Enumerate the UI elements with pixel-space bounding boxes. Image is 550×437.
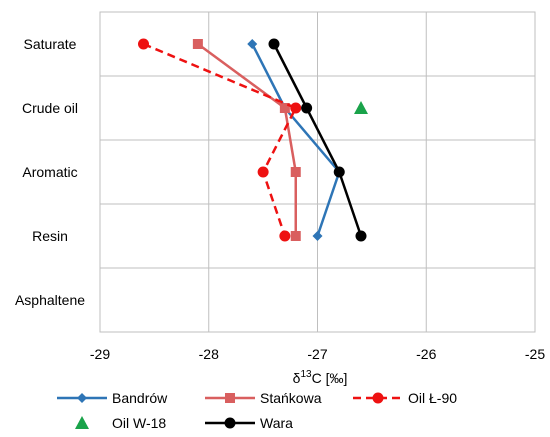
data-point xyxy=(279,103,290,113)
legend-label: Oil W-18 xyxy=(112,415,166,431)
data-point xyxy=(268,38,280,50)
legend-label: Bandrów xyxy=(112,390,168,406)
category-labels: Saturate Crude oil Aromatic Resin Asphaltene xyxy=(15,36,85,308)
data-point xyxy=(312,231,323,241)
legend-label: Stańkowa xyxy=(260,390,322,406)
series-line xyxy=(251,43,341,237)
series-wara xyxy=(268,38,367,242)
series-oil-90 xyxy=(138,38,302,242)
series-layer xyxy=(138,38,368,242)
legend-marker xyxy=(372,392,384,404)
x-tick-label: -25 xyxy=(525,346,545,362)
data-point xyxy=(290,102,302,114)
data-point xyxy=(290,167,301,177)
series-line xyxy=(272,43,363,237)
legend-marker xyxy=(77,393,87,403)
data-point xyxy=(290,231,301,241)
x-tick-labels: -29 -28 -27 -26 -25 xyxy=(90,346,545,362)
grid-lines xyxy=(99,11,536,333)
legend-label: Wara xyxy=(260,415,293,431)
category-label: Asphaltene xyxy=(15,292,85,308)
series-line xyxy=(197,42,297,236)
legend-marker xyxy=(224,417,236,429)
legend-marker xyxy=(75,416,89,429)
x-tick-label: -27 xyxy=(307,346,327,362)
data-point xyxy=(279,230,291,242)
data-point xyxy=(301,102,313,114)
x-tick-label: -28 xyxy=(199,346,219,362)
data-point xyxy=(257,166,269,178)
data-point xyxy=(138,38,149,50)
legend-item: Oil W-18 xyxy=(75,415,166,431)
legend: Bandrów Stańkowa Oil Ł-90 Oil W-18 Wara xyxy=(57,390,457,431)
series-oil-w-18 xyxy=(354,101,368,114)
legend-item: Wara xyxy=(205,415,293,431)
legend-label: Oil Ł-90 xyxy=(408,390,457,406)
legend-item: Oil Ł-90 xyxy=(353,390,457,406)
data-point xyxy=(333,166,345,178)
category-label: Aromatic xyxy=(22,164,77,180)
data-point xyxy=(354,101,368,114)
series-line xyxy=(143,42,297,237)
data-point xyxy=(247,39,258,49)
legend-marker xyxy=(225,393,235,403)
category-label: Saturate xyxy=(24,36,77,52)
data-point xyxy=(192,39,203,49)
series-sta-kowa xyxy=(192,39,301,241)
x-axis-title: δ13C [‰] xyxy=(293,369,348,386)
x-tick-label: -26 xyxy=(416,346,436,362)
legend-item: Bandrów xyxy=(57,390,168,406)
legend-item: Stańkowa xyxy=(205,390,322,406)
x-tick-label: -29 xyxy=(90,346,110,362)
data-point xyxy=(355,230,367,242)
category-label: Resin xyxy=(32,228,68,244)
category-label: Crude oil xyxy=(22,100,78,116)
